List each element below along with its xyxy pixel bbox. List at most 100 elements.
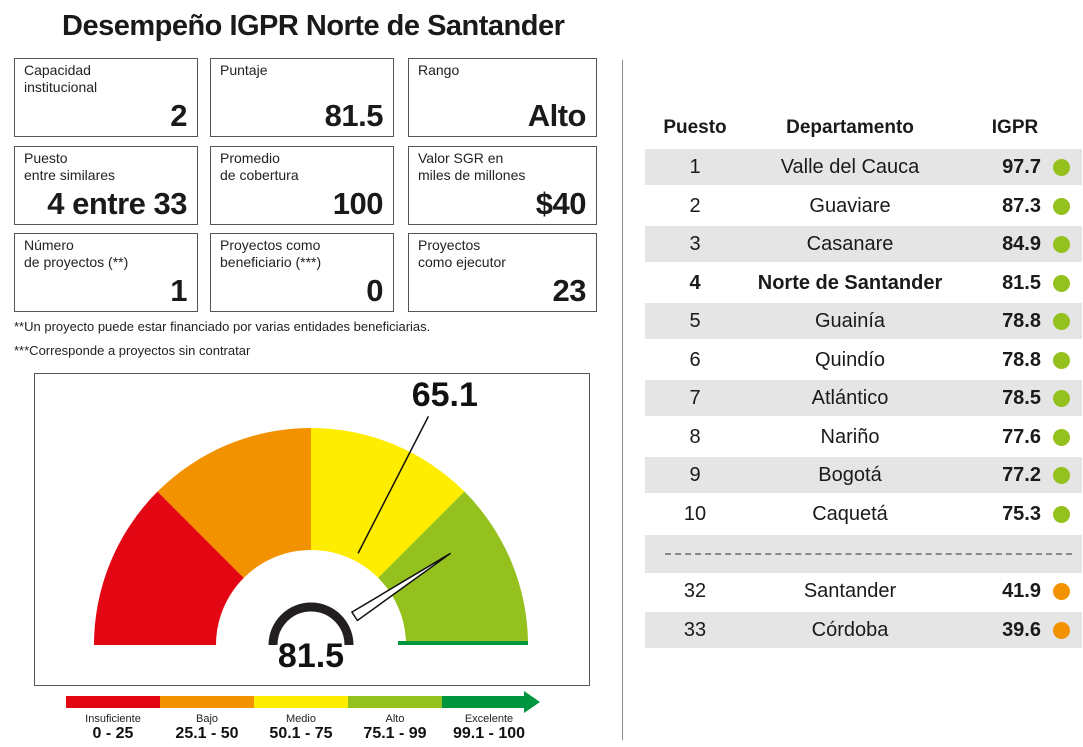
table-row: 10 Caquetá 75.3 (645, 496, 1082, 532)
cell-departamento: Norte de Santander (757, 271, 943, 294)
cell-departamento: Santander (803, 580, 897, 602)
indicator-label: Valor SGR en miles de millones (418, 150, 526, 183)
indicator-value: $40 (535, 186, 587, 221)
status-dot-icon (1053, 313, 1070, 330)
indicator-label: Proyectos como ejecutor (418, 237, 506, 270)
cell-puesto: 4 (689, 271, 701, 294)
cell-departamento: Bogotá (818, 464, 882, 486)
indicator-value: 4 entre 33 (47, 186, 187, 221)
cell-igpr: 78.8 (1002, 310, 1041, 332)
cell-igpr: 77.2 (1002, 464, 1041, 486)
cell-igpr: 78.5 (1002, 387, 1041, 409)
cell-departamento: Quindío (814, 348, 886, 371)
header-departamento: Departamento (786, 117, 914, 138)
legend-swatch-alto (348, 696, 442, 708)
page-title: Desempeño IGPR Norte de Santander (62, 10, 565, 42)
legend-name: Insuficiente (85, 713, 141, 725)
header-igpr: IGPR (991, 117, 1039, 138)
status-dot-icon (1053, 197, 1070, 215)
cell-igpr: 87.3 (1002, 194, 1041, 217)
cell-puesto: 32 (683, 580, 707, 602)
legend-range: 75.1 - 99 (363, 725, 426, 742)
status-dot-icon (1053, 390, 1070, 407)
table-row: 32 Santander 41.9 (645, 573, 1082, 609)
indicator-card: Rango Alto (408, 58, 597, 137)
indicator-value: 81.5 (324, 98, 384, 133)
cell-puesto: 3 (689, 233, 701, 255)
indicator-label: Puntaje (220, 62, 268, 78)
vertical-divider (622, 60, 623, 740)
gauge-band-bajo (157, 428, 311, 578)
cell-departamento: Valle del Cauca (780, 156, 920, 178)
indicator-value: 23 (552, 273, 587, 308)
indicator-label: Proyectos como beneficiario (***) (220, 237, 322, 270)
table-row: 5 Guainía 78.8 (645, 303, 1082, 339)
indicator-value: 1 (170, 273, 187, 308)
indicator-label: Rango (418, 62, 460, 78)
footnote-projects: **Un proyecto puede estar financiado por… (14, 319, 431, 334)
cell-igpr: 78.8 (1002, 348, 1041, 371)
legend-swatch-medio (254, 696, 348, 708)
legend-range: 0 - 25 (93, 725, 134, 742)
table-row: 4 Norte de Santander 81.5 (645, 265, 1082, 301)
indicator-value: Alto (527, 98, 587, 133)
status-dot-icon (1053, 159, 1070, 176)
header-puesto: Puesto (663, 117, 727, 138)
legend-swatch-bajo (160, 696, 254, 708)
status-dot-icon (1053, 428, 1070, 446)
gauge-band-medio (311, 428, 465, 578)
gauge-band-insuficiente (94, 491, 244, 645)
indicator-label: Número de proyectos (**) (24, 237, 129, 270)
cell-departamento: Casanare (806, 233, 894, 255)
table-row: 2 Guaviare 87.3 (645, 188, 1082, 224)
status-dot-icon (1053, 236, 1070, 253)
cell-igpr: 97.7 (1002, 156, 1041, 178)
cell-puesto: 1 (689, 156, 701, 178)
indicator-card: Valor SGR en miles de millones $40 (408, 146, 597, 225)
indicator-card: Capacidad institucional 2 (14, 58, 198, 137)
legend-name: Alto (386, 713, 405, 725)
status-dot-icon (1053, 505, 1070, 523)
gap-dashed-line (665, 553, 1072, 555)
legend-range: 50.1 - 75 (269, 725, 332, 742)
indicator-value: 0 (366, 273, 383, 308)
gauge-needle (350, 552, 452, 622)
cell-departamento: Guaviare (809, 194, 891, 217)
legend-range: 25.1 - 50 (175, 725, 238, 742)
legend-swatch-excelente (442, 696, 524, 708)
indicator-card: Promedio de cobertura 100 (210, 146, 394, 225)
cell-puesto: 7 (689, 387, 701, 409)
cell-puesto: 2 (689, 194, 701, 217)
cell-puesto: 33 (683, 618, 707, 641)
table-row: 8 Nariño 77.6 (645, 419, 1082, 455)
table-row: 3 Casanare 84.9 (645, 226, 1082, 262)
cell-puesto: 9 (689, 464, 701, 486)
legend-arrow-icon (524, 691, 540, 713)
cell-puesto: 10 (683, 502, 707, 525)
footnote-uncontracted: ***Corresponde a proyectos sin contratar (14, 343, 251, 358)
cell-departamento: Córdoba (811, 618, 889, 641)
indicator-label: Puesto entre similares (24, 150, 116, 183)
status-dot-icon (1053, 621, 1070, 639)
legend-name: Medio (286, 713, 316, 725)
cell-igpr: 77.6 (1002, 425, 1041, 448)
gauge-hub-arc (268, 602, 354, 646)
table-row: 1 Valle del Cauca 97.7 (645, 149, 1082, 185)
legend-swatch-insuficiente (66, 696, 160, 708)
table-row: 9 Bogotá 77.2 (645, 457, 1082, 493)
gauge-frame (34, 373, 590, 686)
cell-puesto: 6 (689, 348, 701, 371)
table-row: 33 Córdoba 39.6 (645, 611, 1082, 648)
legend-name: Bajo (196, 713, 218, 725)
cell-igpr: 39.6 (1002, 618, 1041, 641)
table-row: 6 Quindío 78.8 (645, 342, 1082, 378)
indicator-card: Puesto entre similares 4 entre 33 (14, 146, 198, 225)
cell-departamento: Guainía (814, 310, 886, 332)
cell-puesto: 8 (689, 425, 701, 448)
indicator-label: Capacidad institucional (24, 62, 98, 95)
status-dot-icon (1053, 467, 1070, 484)
indicator-card: Puntaje 81.5 (210, 58, 394, 137)
indicator-card: Proyectos como beneficiario (***) 0 (210, 233, 394, 312)
gauge-band-alto (378, 491, 528, 645)
